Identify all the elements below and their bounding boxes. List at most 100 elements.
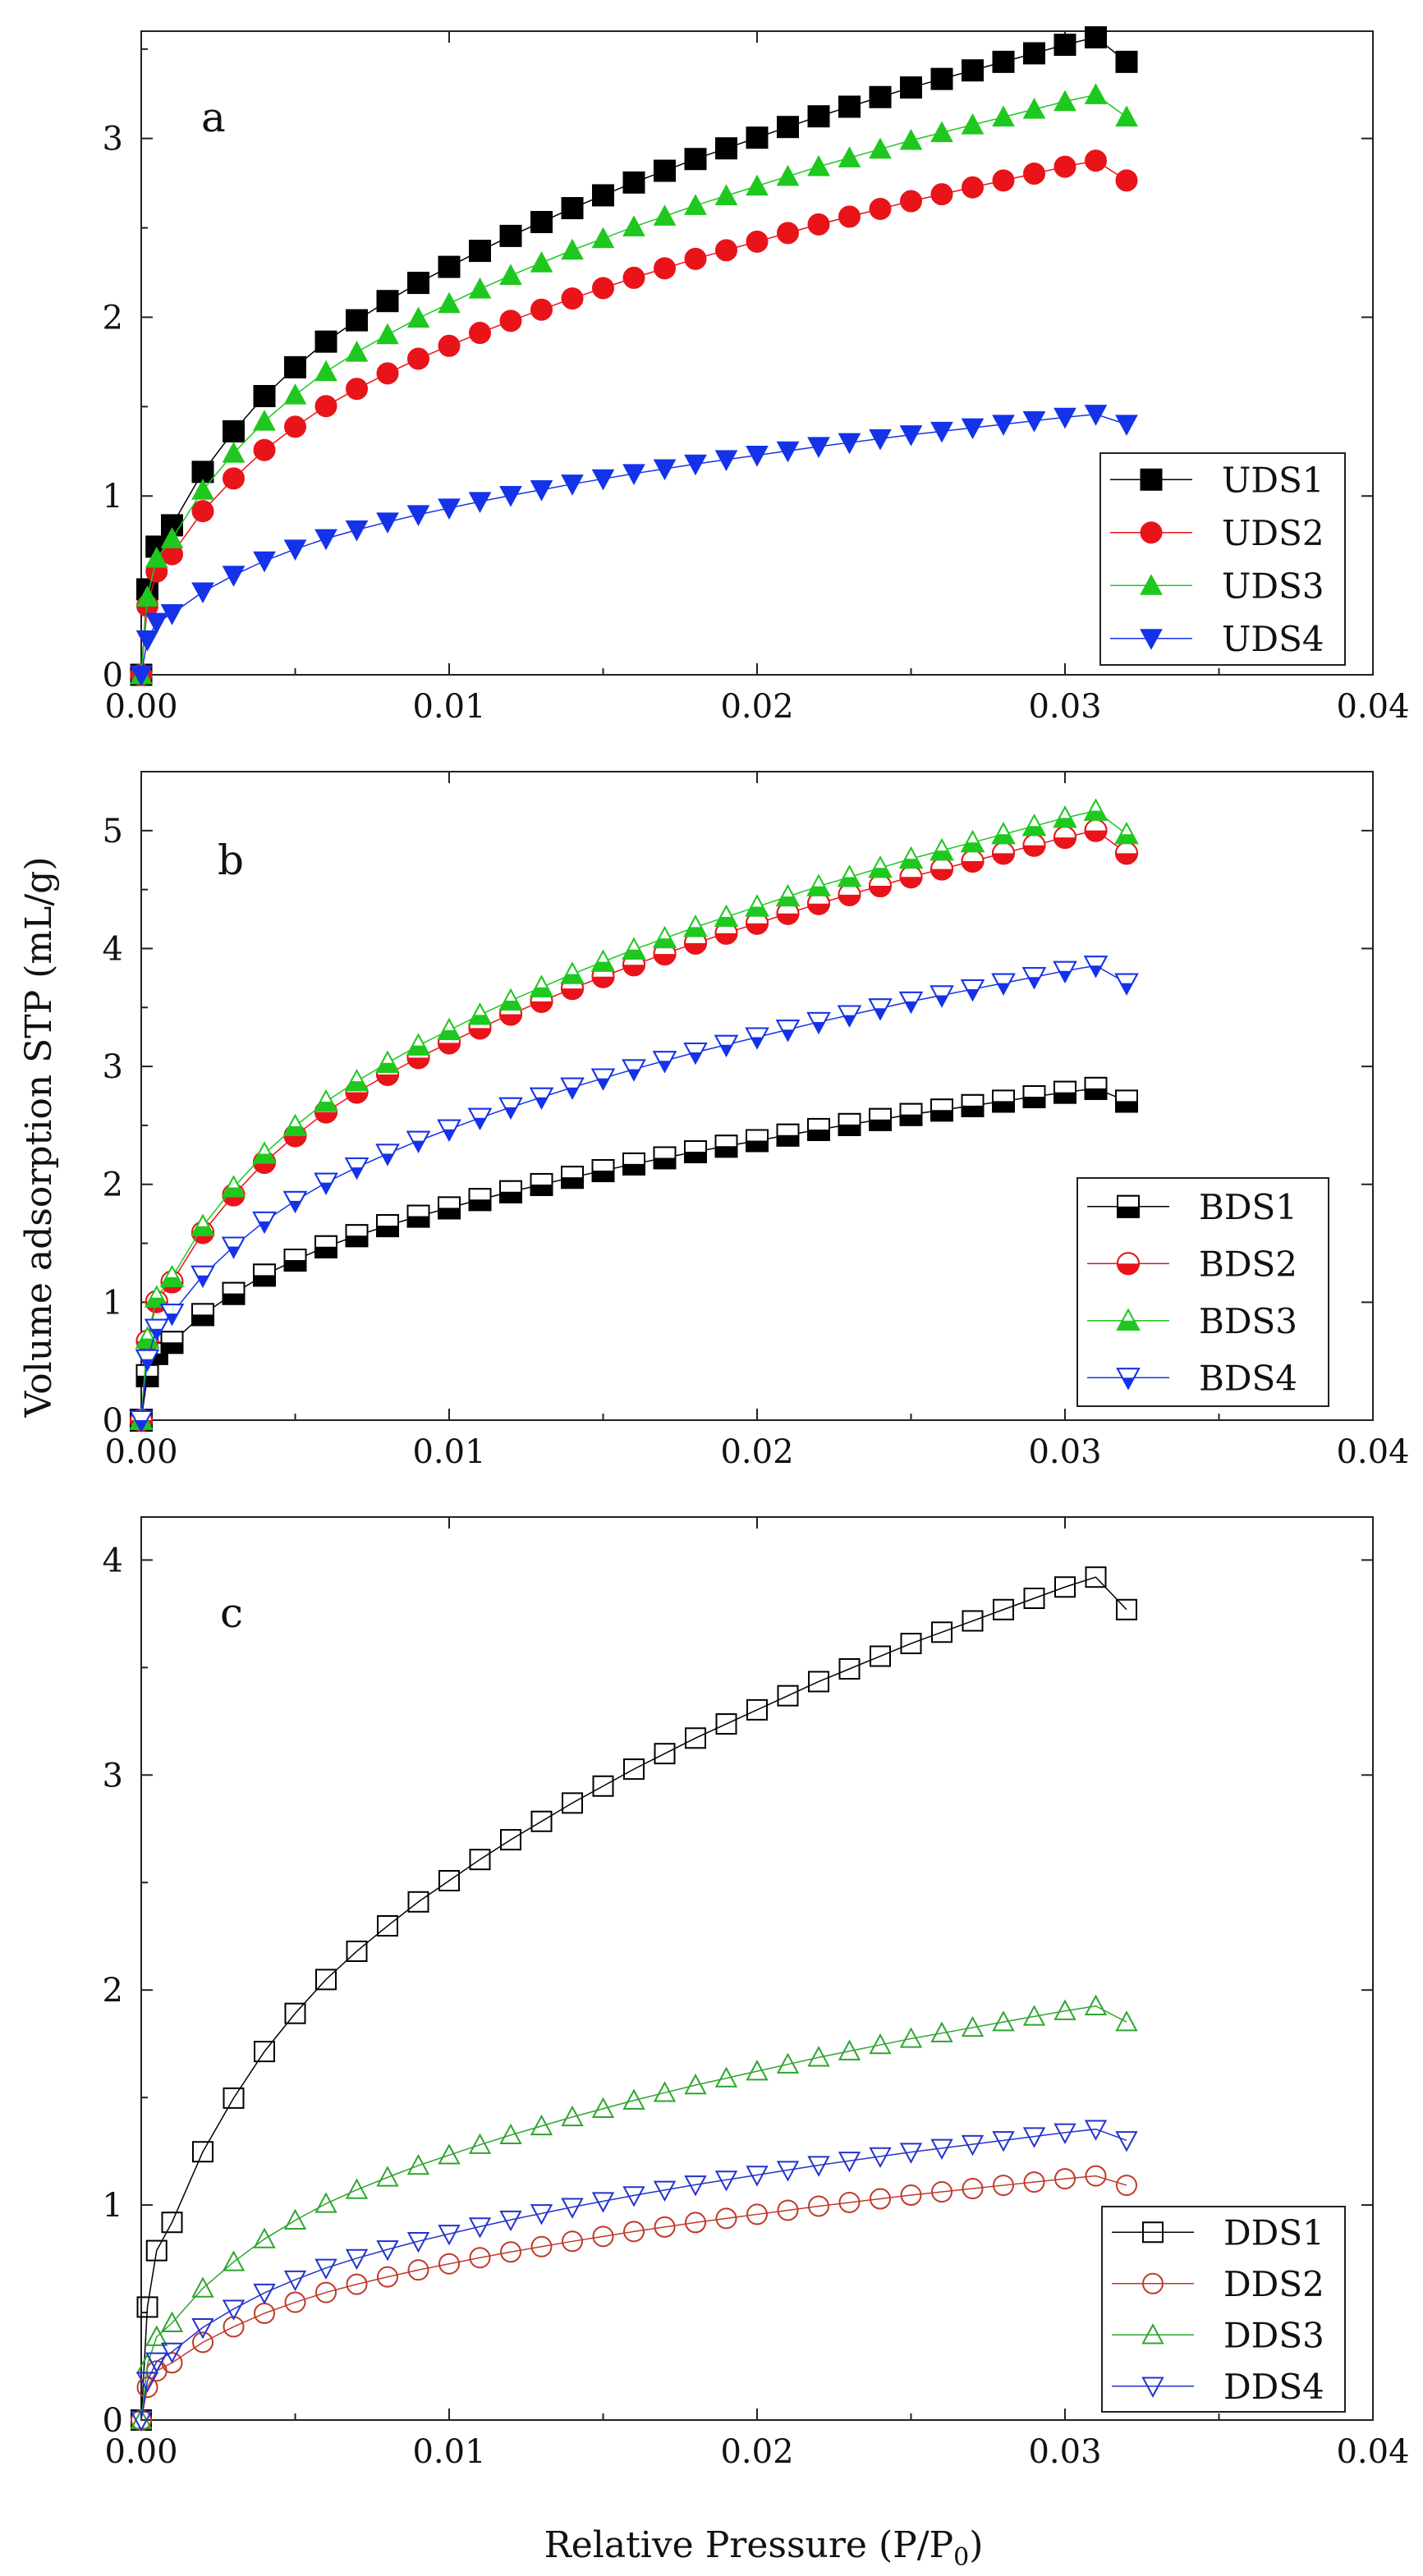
- series-BDS3-point-outline: [652, 925, 677, 949]
- series-UDS1-point: [1115, 50, 1138, 73]
- series-UDS3-point: [530, 251, 553, 273]
- series-DDS4-point: [1084, 2120, 1108, 2141]
- series-UDS1-point: [930, 67, 953, 90]
- series-BDS1-point-outline: [314, 1235, 337, 1258]
- series-BDS3-point-upper-half: [997, 823, 1010, 835]
- x-axis-title-subscript: 0: [953, 2543, 969, 2572]
- series-BDS1-point-upper-half: [315, 1235, 337, 1247]
- series-BDS1-point-outline: [345, 1224, 369, 1248]
- series-UDS2-point: [900, 190, 922, 213]
- series-DDS1-point: [808, 1671, 829, 1693]
- series-UDS4-point: [807, 437, 830, 459]
- series-UDS3-point: [468, 277, 492, 299]
- series-BDS1-point-outline: [160, 1331, 184, 1354]
- series-DDS3-point: [191, 2276, 214, 2298]
- panel-b-y-tick-label: 5: [103, 813, 123, 850]
- panel-c-y-tick-label: 0: [103, 2402, 123, 2440]
- series-BDS1-point-outline: [468, 1188, 492, 1212]
- legend-UDS4-label: UDS4: [1222, 619, 1324, 659]
- series-UDS3-point: [1084, 83, 1108, 104]
- series-BDS1-point-outline: [406, 1204, 430, 1228]
- panel-b-x-tick-label: 0.01: [412, 1433, 485, 1471]
- series-UDS2-point: [376, 362, 399, 385]
- series-BDS3-point-upper-half: [812, 875, 825, 887]
- series-DDS3-point: [746, 2060, 769, 2081]
- series-DDS3-point: [899, 2027, 923, 2048]
- series-BDS3-point-upper-half: [227, 1176, 240, 1188]
- panel-a-x-tick-label: 0.02: [720, 688, 793, 726]
- series-UDS2-point: [777, 222, 799, 245]
- series-DDS2-point: [469, 2247, 491, 2269]
- series-BDS1-point-upper-half: [685, 1141, 706, 1153]
- series-DDS3-point: [314, 2192, 337, 2213]
- panel-a-letter: a: [201, 94, 226, 141]
- series-BDS1-point-upper-half: [1054, 1081, 1076, 1093]
- series-BDS3-point-outline: [837, 864, 862, 887]
- series-UDS1-point: [715, 137, 737, 160]
- series-UDS1-point: [684, 148, 707, 171]
- series-DDS4-point: [1022, 2127, 1046, 2148]
- series-BDS1-point-outline: [376, 1214, 399, 1238]
- series-UDS4-point: [899, 425, 923, 447]
- series-BDS3-point-upper-half: [381, 1052, 394, 1063]
- series-BDS1-point-upper-half: [746, 1130, 768, 1141]
- series-DDS3-point: [283, 2208, 307, 2230]
- series-BDS1-point-outline: [961, 1093, 985, 1117]
- panel-b-x-tick-label: 0.03: [1028, 1433, 1101, 1471]
- series-UDS2-point: [654, 257, 676, 280]
- series-BDS3-point-upper-half: [843, 866, 856, 878]
- series-DDS1-point: [1054, 1576, 1076, 1598]
- panel-c-x-tick-label: 0.03: [1028, 2433, 1101, 2471]
- series-DDS4-point: [653, 2180, 677, 2202]
- series-BDS1-point-upper-half: [993, 1090, 1014, 1102]
- series-BDS3-point-outline: [898, 846, 924, 869]
- series-UDS3-point: [869, 137, 892, 159]
- series-BDS4-point-outline: [498, 1097, 523, 1120]
- series-DDS3-point: [499, 2123, 522, 2145]
- series-UDS1-point: [777, 116, 799, 139]
- series-BDS1-point-upper-half: [254, 1264, 275, 1276]
- series-DDS3-point: [776, 2052, 800, 2074]
- series-DDS3-point: [838, 2039, 861, 2060]
- legend-DDS1-marker: [1142, 2221, 1164, 2244]
- series-BDS4-point-upper-half: [377, 1144, 398, 1154]
- series-UDS4-point: [283, 539, 307, 561]
- series-BDS3-point-outline: [960, 830, 985, 853]
- series-DDS1-point: [500, 1829, 521, 1851]
- panel-a-x-tick-label: 0.01: [412, 688, 485, 726]
- series-BDS1-point-upper-half: [654, 1147, 676, 1158]
- series-BDS4-point-upper-half: [993, 974, 1014, 983]
- series-BDS4-point-outline: [745, 1027, 769, 1050]
- series-DDS4-point: [776, 2161, 800, 2182]
- series-DDS1-point: [1023, 1588, 1045, 1610]
- series-BDS4-point-upper-half: [1023, 968, 1045, 978]
- series-UDS3-point: [191, 479, 214, 500]
- series-BDS3-point-outline: [1053, 805, 1077, 828]
- series-DDS1-point: [654, 1743, 676, 1765]
- series-UDS4-point: [135, 630, 159, 652]
- series-UDS1-point: [746, 126, 769, 149]
- series-BDS3-point-upper-half: [504, 989, 517, 1001]
- series-UDS2-point: [1085, 149, 1107, 172]
- series-BDS4-point-outline: [529, 1087, 554, 1110]
- series-DDS3-point: [714, 2066, 738, 2088]
- series-BDS4-point-upper-half: [145, 1319, 168, 1329]
- series-UDS1-point: [869, 85, 892, 108]
- series-BDS4-point-upper-half: [254, 1212, 275, 1222]
- series-BDS4-point-outline: [806, 1011, 831, 1035]
- series-BDS3-point-outline: [590, 949, 616, 972]
- panel-b-y-tick-label: 0: [103, 1402, 123, 1440]
- series-DDS4-point: [622, 2186, 645, 2207]
- series-DDS4-point: [145, 2352, 168, 2373]
- series-BDS3-point-upper-half: [966, 832, 979, 843]
- series-DDS1-point: [284, 2002, 306, 2024]
- panel-c-x-tick-label: 0.02: [720, 2433, 793, 2471]
- series-BDS3-point-upper-half: [535, 976, 548, 988]
- series-DDS2-point: [1116, 2175, 1137, 2197]
- panel-a-x-tick-label: 0.04: [1336, 688, 1409, 726]
- series-BDS3-point-upper-half: [1028, 815, 1040, 827]
- series-UDS3-point: [253, 410, 276, 431]
- series-DDS3-point: [961, 2015, 985, 2037]
- series-BDS4-point-outline: [129, 1409, 154, 1433]
- series-DDS1-point: [993, 1598, 1014, 1620]
